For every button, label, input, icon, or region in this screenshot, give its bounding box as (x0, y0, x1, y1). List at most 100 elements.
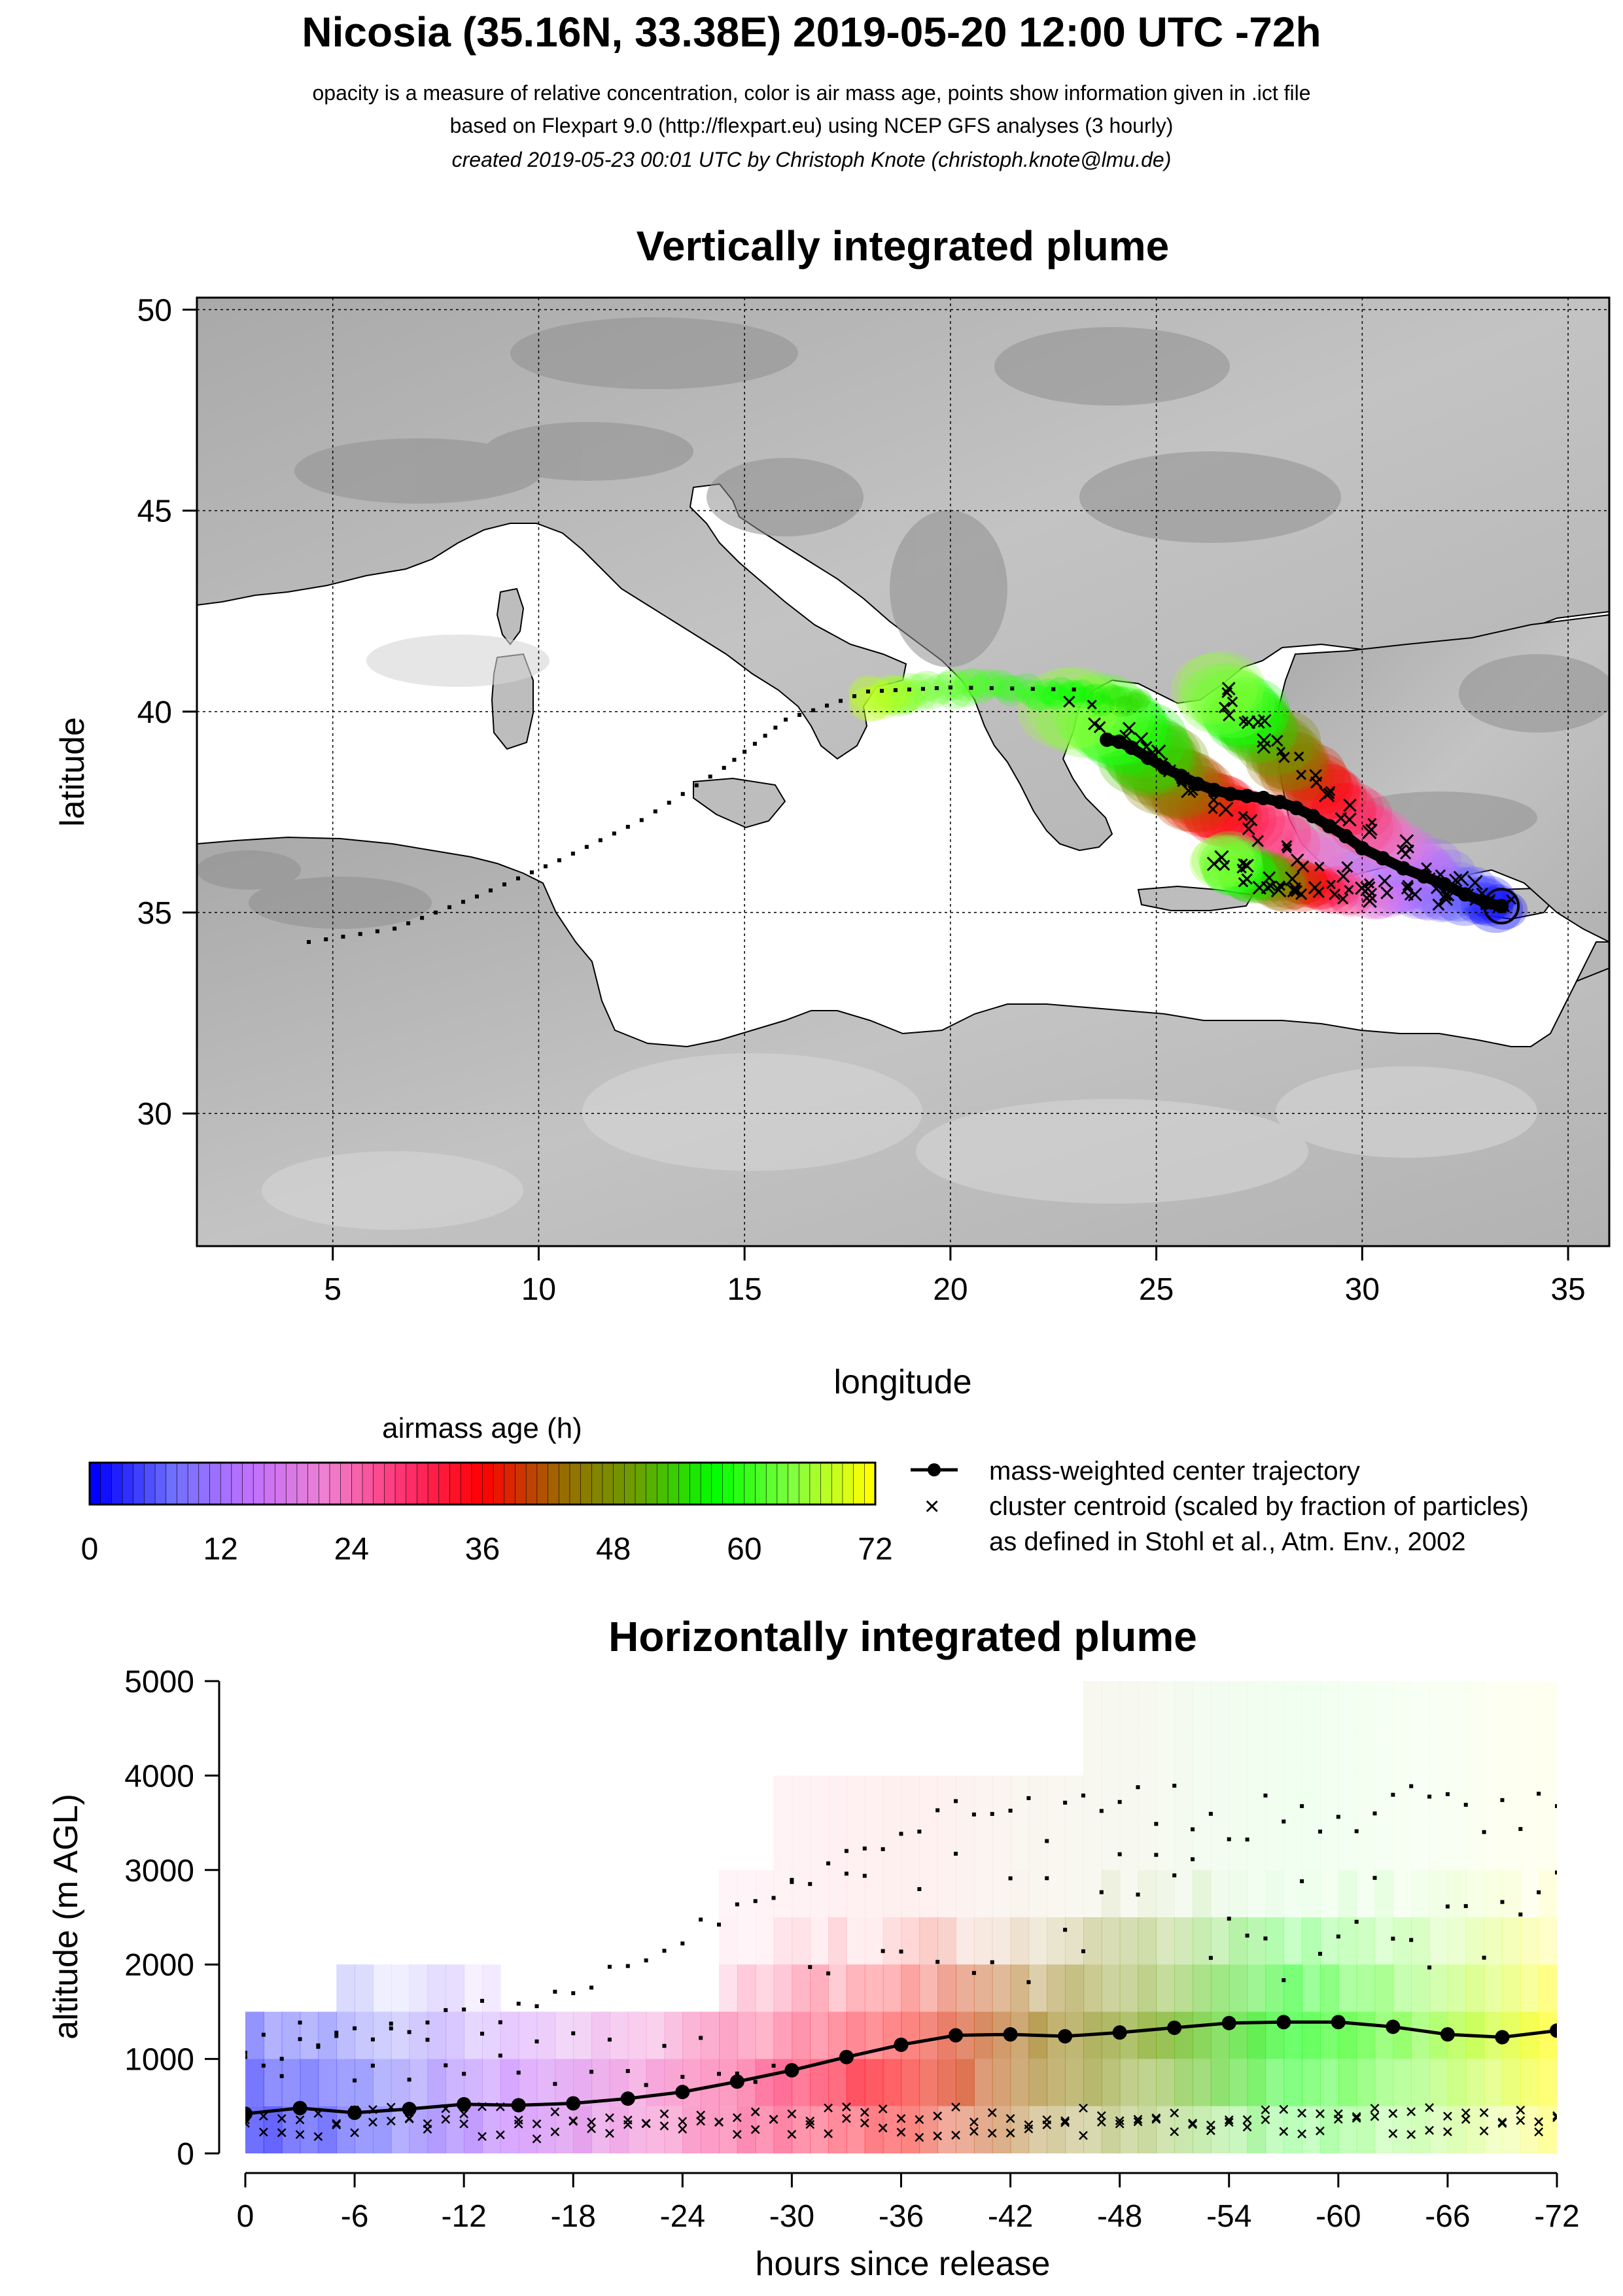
alt-heatmap-cell (1502, 1775, 1522, 1823)
alt-heatmap-cell (1156, 1681, 1176, 1729)
map-centroid-cross (1227, 696, 1238, 708)
map-point (406, 921, 411, 926)
plume-blob (850, 686, 894, 721)
land-levant (1575, 941, 1609, 983)
plume-blob (871, 674, 913, 708)
alt-heatmap-cell (937, 1870, 956, 1917)
alt-point (899, 1832, 903, 1836)
alt-heatmap-cell (973, 1870, 993, 1917)
alt-heatmap-cell (810, 1917, 829, 1965)
alt-heatmap-cell (1465, 2106, 1485, 2153)
alt-xtick-label: -48 (1097, 2199, 1142, 2234)
alt-heatmap-cell (773, 1775, 793, 1823)
map-centroid-cross (1285, 871, 1300, 886)
alt-heatmap-cell (1411, 1870, 1430, 1917)
alt-point (1099, 1809, 1104, 1813)
alt-heatmap-cell (1539, 2059, 1557, 2106)
alt-point (279, 2057, 284, 2061)
alt-heatmap-cell (956, 1870, 975, 1917)
alt-point (1263, 1936, 1268, 1941)
alt-point (1445, 1792, 1450, 1796)
alt-heatmap-cell (427, 2059, 447, 2106)
alt-heatmap-cell (1229, 1728, 1248, 1776)
alt-heatmap-cell (627, 2106, 647, 2153)
map-trajectory-point (1256, 790, 1271, 805)
plume-blob (1171, 653, 1258, 725)
alt-heatmap-cell (1138, 1822, 1157, 1870)
alt-point (826, 1861, 831, 1866)
alt-heatmap-cell (1193, 1822, 1212, 1870)
alt-heatmap-cell (445, 2106, 464, 2153)
colorbar-cell (777, 1462, 789, 1505)
alt-heatmap-cell (1174, 1681, 1193, 1729)
colorbar-title: airmass age (h) (382, 1412, 582, 1444)
colorbar-cell (515, 1462, 527, 1505)
alt-point (1427, 1794, 1432, 1799)
alt-title: Horizontally integrated plume (608, 1613, 1197, 1660)
alt-heatmap-cell (300, 2059, 319, 2106)
alt-centroid-cross (1005, 2128, 1015, 2138)
colorbar-cell (580, 1462, 593, 1505)
alt-heatmap-cell (773, 1870, 793, 1917)
alt-heatmap-cell (901, 2059, 920, 2106)
alt-heatmap-cell (372, 1964, 392, 2012)
colorbar-cell (427, 1462, 440, 1505)
map-point (1010, 686, 1015, 691)
alt-point (1081, 1949, 1085, 1954)
alt-heatmap-cell (1210, 1870, 1230, 1917)
alt-heatmap-cell (1356, 1964, 1376, 2012)
alt-heatmap-cell (1028, 1822, 1048, 1870)
alt-heatmap-cell (1193, 1917, 1212, 1965)
alt-centroid-cross (1297, 2129, 1307, 2139)
map-centroid-cross (1293, 751, 1304, 762)
alt-heatmap-cell (773, 1964, 793, 2012)
alt-point (1191, 1827, 1195, 1832)
colorbar-cell (89, 1462, 101, 1505)
alt-heatmap-cell (1484, 1870, 1503, 1917)
alt-heatmap-cell (1156, 1728, 1176, 1776)
alt-heatmap-cell (1065, 1822, 1084, 1870)
alt-heatmap-cell (1393, 1681, 1412, 1729)
colorbar-cell (166, 1462, 178, 1505)
alt-point (1208, 1956, 1213, 1960)
alt-heatmap-cell (591, 2011, 610, 2059)
alt-heatmap-cell (518, 2059, 538, 2106)
alt-point (1208, 1811, 1213, 1816)
alt-point (808, 1882, 812, 1887)
map-point (598, 838, 602, 843)
alt-heatmap-cell (1411, 1917, 1430, 1965)
alt-centroid-cross (987, 2108, 997, 2117)
map-centroid-cross (1323, 788, 1335, 799)
colorbar-cell (144, 1462, 156, 1505)
plume-blob (935, 668, 972, 698)
alt-heatmap-cell (1356, 1822, 1376, 1870)
alt-heatmap-cell (973, 1822, 993, 1870)
alt-heatmap-cell (1283, 1681, 1302, 1729)
map-trajectory-point (1416, 869, 1431, 884)
alt-heatmap-cell (1319, 2059, 1339, 2106)
plume-blob (1056, 677, 1155, 757)
alt-heatmap-cell (1429, 1728, 1448, 1776)
alt-centroid-cross (915, 2132, 924, 2142)
colorbar-cell (678, 1462, 691, 1505)
map-point (515, 876, 520, 880)
colorbar-cell (765, 1462, 778, 1505)
alt-centroid-cross (459, 2109, 469, 2119)
alt-heatmap-cell (1083, 1964, 1102, 2012)
map-point (825, 703, 829, 708)
map-point (680, 791, 685, 796)
alt-heatmap-cell (591, 2059, 610, 2106)
colorbar-cell (406, 1462, 418, 1505)
alt-heatmap-cell (1502, 1964, 1522, 2012)
colorbar-cell (853, 1462, 865, 1505)
map-centroid-cross (1453, 871, 1469, 887)
alt-heatmap-cell (1101, 1870, 1121, 1917)
alt-heatmap-cell (427, 2106, 447, 2153)
alt-heatmap-cell (828, 1917, 847, 1965)
alt-heatmap-cell (1356, 2011, 1376, 2059)
alt-heatmap-cell (773, 1917, 793, 1965)
map-centroid-cross (1355, 881, 1369, 896)
alt-heatmap-cell (719, 1870, 738, 1917)
alt-point (1136, 1785, 1140, 1790)
alt-point (334, 2030, 339, 2035)
